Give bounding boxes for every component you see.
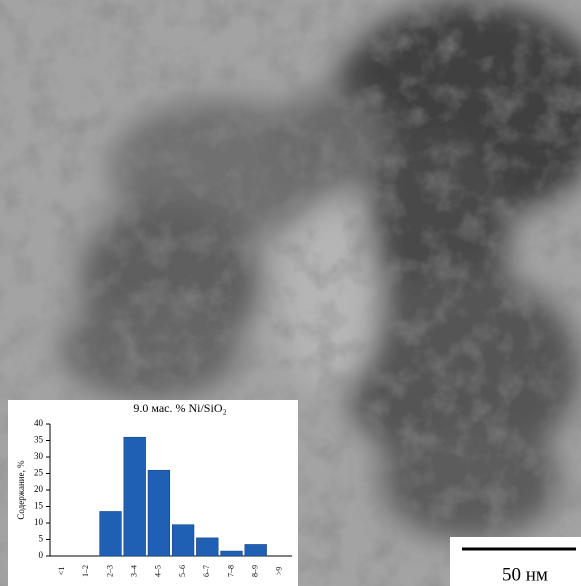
x-tick-label: 6–7 xyxy=(202,565,211,577)
y-tick-label: 30 xyxy=(34,451,44,461)
x-tick-label: <1 xyxy=(57,567,66,576)
y-tick-label: 5 xyxy=(39,534,44,544)
y-tick-label: 10 xyxy=(34,517,44,527)
y-tick-label: 20 xyxy=(34,484,44,494)
bar xyxy=(172,525,194,556)
bar xyxy=(196,538,218,556)
x-tick-label: 8–9 xyxy=(251,565,260,577)
x-tick-label: 1–2 xyxy=(81,565,90,577)
x-tick-label: 4–5 xyxy=(154,565,163,577)
x-tick-label: 2–3 xyxy=(105,565,114,577)
y-axis-label: Содержание, % xyxy=(16,460,26,520)
y-tick-label: 0 xyxy=(39,550,44,560)
x-tick-label: 3–4 xyxy=(130,565,139,577)
x-tick-label: 5–6 xyxy=(178,565,187,577)
bar xyxy=(124,437,146,556)
bar xyxy=(221,551,243,556)
y-tick-label: 25 xyxy=(34,468,44,478)
y-tick-label: 35 xyxy=(34,435,44,445)
y-tick-label: 40 xyxy=(34,418,44,428)
inset-title: 9.0 мас. % Ni/SiO₂ xyxy=(133,401,226,415)
x-tick-label: 7–8 xyxy=(226,565,235,577)
micrograph: 9.0 мас. % Ni/SiO₂ Содержание, % 50 нм 0… xyxy=(0,0,581,586)
bar xyxy=(245,544,267,556)
y-tick-label: 15 xyxy=(34,501,44,511)
x-tick-label: >9 xyxy=(275,567,284,576)
bar xyxy=(148,470,170,556)
scale-bar-label: 50 нм xyxy=(502,564,548,585)
bar xyxy=(100,511,122,556)
